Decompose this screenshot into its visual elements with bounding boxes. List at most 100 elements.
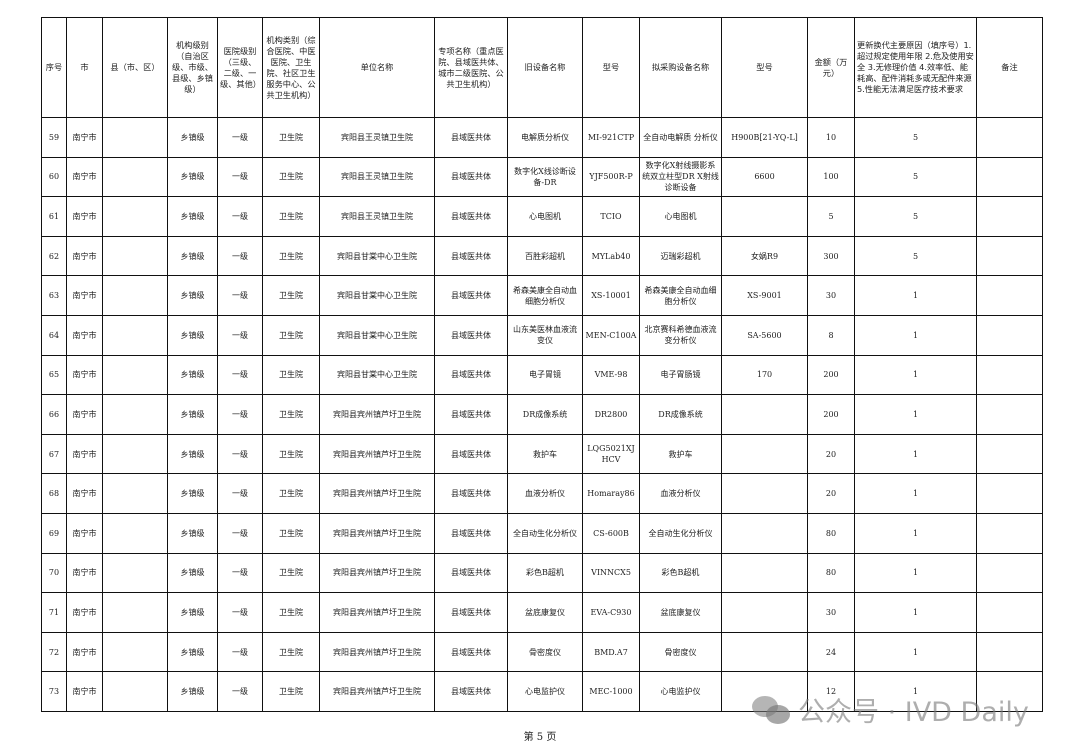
table-header-row: 序号市县（市、区） 机构级别（自治区级、市级、县级、乡镇级） 医院级别（三级、二级、… [41, 17, 1043, 118]
table-cell: CS-600B [582, 512, 640, 554]
table-cell: 宾阳县王灵镇卫生院 [319, 156, 435, 198]
table-cell [102, 512, 168, 554]
table-cell: 南宁市 [66, 117, 103, 158]
table-cell: 宾阳县王灵镇卫生院 [319, 117, 435, 158]
table-cell: 乡镇级 [167, 552, 218, 594]
table-cell: 65 [41, 354, 67, 396]
table-cell: TCIO [582, 196, 640, 237]
table-cell: 一级 [217, 631, 263, 673]
table-cell: 一级 [217, 275, 263, 316]
table-cell [976, 552, 1043, 594]
table-cell: 72 [41, 631, 67, 673]
column-header: 旧设备名称 [507, 17, 583, 118]
table-cell: 乡镇级 [167, 394, 218, 435]
table-cell: SA-5600 [721, 314, 808, 356]
table-row: 67 南宁市 乡镇级 一级 卫生院 宾阳县宾州镇芦圩卫生院 县域医共体 救护车 LQG5021X… [41, 433, 1043, 475]
table-cell [102, 117, 168, 158]
table-cell: 数字化X射线摄影系统双立柱型DR X射线诊断设备 [639, 156, 722, 198]
table-cell: 8 [807, 314, 855, 356]
page-number: 第 5 页 [523, 732, 557, 743]
table-cell: 卫生院 [262, 671, 320, 712]
table-cell: 卫生院 [262, 552, 320, 594]
table-cell: 县域医共体 [434, 235, 508, 277]
table-cell: 60 [41, 156, 67, 198]
table-cell: 乡镇级 [167, 512, 218, 554]
table-cell: 宾阳县宾州镇芦圩卫生院 [319, 433, 435, 475]
table-cell: 希森美康全自动血细胞分析仪 [639, 275, 722, 316]
table-cell: 59 [41, 117, 67, 158]
table-cell: 北京赛科希德血液流变分析仪 [639, 314, 722, 356]
table-cell: 南宁市 [66, 552, 103, 594]
table-cell: 一级 [217, 473, 263, 514]
table-cell: 骨密度仪 [507, 631, 583, 673]
table-cell: 县域医共体 [434, 592, 508, 633]
table-cell: 20 [807, 433, 855, 475]
table-cell: 卫生院 [262, 433, 320, 475]
table-cell: 山东美医林血液流变仪 [507, 314, 583, 356]
table-cell: 1 [854, 631, 977, 673]
table-cell: 县域医共体 [434, 314, 508, 356]
table-cell: 30 [807, 275, 855, 316]
table-cell: 一级 [217, 592, 263, 633]
table-cell: 一级 [217, 314, 263, 356]
table-cell: 电解质分析仪 [507, 117, 583, 158]
table-cell: 乡镇级 [167, 117, 218, 158]
table-cell: MI-921CTP [582, 117, 640, 158]
table-cell [102, 394, 168, 435]
table-cell: 骨密度仪 [639, 631, 722, 673]
table-cell: 1 [854, 354, 977, 396]
table-cell: 卫生院 [262, 512, 320, 554]
column-header: 更新换代主要原因（填序号）1.超过规定使用年限 2.危及使用安全 3.无修理价值… [854, 17, 977, 118]
table-cell: 乡镇级 [167, 433, 218, 475]
table-cell: 一级 [217, 512, 263, 554]
table-cell [976, 275, 1043, 316]
table-cell: 全自动生化分析仪 [639, 512, 722, 554]
table-cell: 66 [41, 394, 67, 435]
table-row: 70 南宁市 乡镇级 一级 卫生院 宾阳县宾州镇芦圩卫生院 县域医共体 彩色B超机 VINNCX… [41, 552, 1043, 594]
table-cell: 一级 [217, 196, 263, 237]
table-cell [721, 631, 808, 673]
table-cell [721, 394, 808, 435]
column-header: 备注 [976, 17, 1043, 118]
table-cell: LQG5021XJHCV [582, 433, 640, 475]
table-cell: 心电监护仪 [507, 671, 583, 712]
watermark-text: 公众号 · IVD Daily [798, 697, 1029, 728]
equipment-table: 序号市县（市、区） 机构级别（自治区级、市级、县级、乡镇级） 医院级别（三级、二级、… [41, 17, 1043, 712]
column-header: 金额（万元） [807, 17, 855, 118]
table-cell [102, 631, 168, 673]
table-cell [976, 235, 1043, 277]
table-cell: 电子胃镜 [507, 354, 583, 396]
table-cell: 30 [807, 592, 855, 633]
column-header: 型号 [582, 17, 640, 118]
table-cell: 百胜彩超机 [507, 235, 583, 277]
table-cell: 69 [41, 512, 67, 554]
table-cell [102, 433, 168, 475]
table-cell: 南宁市 [66, 314, 103, 356]
table-cell: 乡镇级 [167, 235, 218, 277]
table-cell: 盆底康复仪 [639, 592, 722, 633]
table-cell: 心电图机 [639, 196, 722, 237]
table-cell: EVA-C930 [582, 592, 640, 633]
table-cell [976, 512, 1043, 554]
table-row: 65 南宁市 乡镇级 一级 卫生院 宾阳县甘棠中心卫生院 县域医共体 电子胃镜 VME-98 电子… [41, 354, 1043, 396]
table-cell [102, 196, 168, 237]
table-cell: 宾阳县甘棠中心卫生院 [319, 354, 435, 396]
table-cell [721, 473, 808, 514]
table-cell: 宾阳县甘棠中心卫生院 [319, 275, 435, 316]
table-cell: 卫生院 [262, 117, 320, 158]
table-cell: 卫生院 [262, 275, 320, 316]
table-cell: 卫生院 [262, 473, 320, 514]
table-cell: 全自动电解质 分析仪 [639, 117, 722, 158]
table-cell [102, 314, 168, 356]
table-cell: 乡镇级 [167, 592, 218, 633]
table-cell [976, 314, 1043, 356]
table-cell: 1 [854, 314, 977, 356]
table-cell [721, 592, 808, 633]
table-row: 61 南宁市 乡镇级 一级 卫生院 宾阳县王灵镇卫生院 县域医共体 心电图机 TCIO 心电图机 5… [41, 196, 1043, 237]
table-cell: 20 [807, 473, 855, 514]
table-cell: 乡镇级 [167, 275, 218, 316]
table-cell: 卫生院 [262, 592, 320, 633]
table-cell: 南宁市 [66, 156, 103, 198]
column-header: 单位名称 [319, 17, 435, 118]
column-header: 型号 [721, 17, 808, 118]
